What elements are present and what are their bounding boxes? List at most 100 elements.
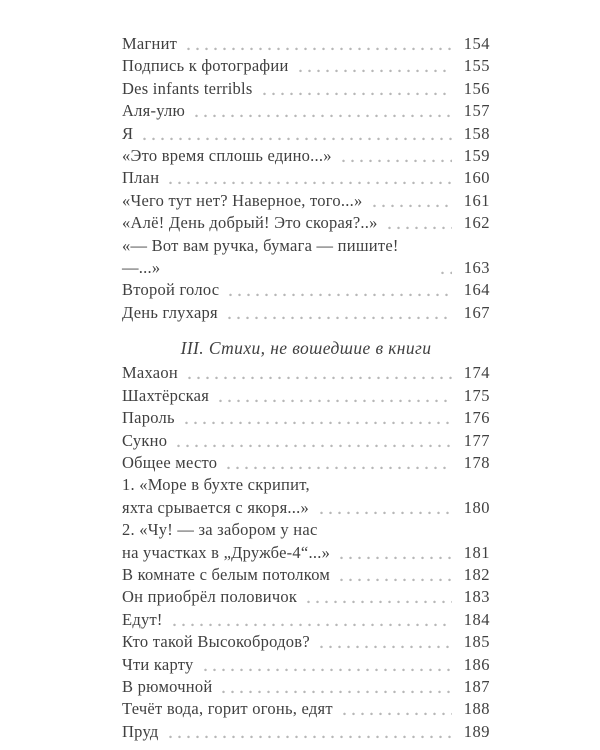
toc-entry-line: Сукно — [122, 430, 168, 450]
toc-entry: Сукно 177 — [122, 429, 490, 452]
dotted-leader — [169, 608, 452, 632]
dotted-leader — [339, 698, 452, 721]
dotted-leader — [165, 720, 452, 744]
toc-entry-line: Кто такой Высокобродов? — [122, 632, 310, 652]
toc-entry-page: 182 — [463, 564, 490, 584]
dotted-leader — [224, 451, 452, 475]
dotted-leader — [295, 55, 452, 78]
dotted-leader — [316, 496, 452, 520]
toc-entry-page: 161 — [463, 190, 490, 210]
toc-entry-title: Des infants terribls — [122, 78, 253, 100]
toc-entry-page: 157 — [463, 101, 490, 121]
toc-entry-title: В рюмочной — [122, 676, 212, 698]
toc-entry: Он приобрёл половичок 183 — [122, 586, 490, 609]
toc-entry-line: Он приобрёл половичок — [122, 587, 298, 607]
toc-entry-line: План — [122, 168, 160, 188]
dotted-leader — [224, 301, 452, 325]
toc-entry-line: на участках в „Дружбе-4“...» — [122, 542, 331, 562]
toc-entry-title: Второй голос — [122, 279, 219, 301]
toc-entry-page: 162 — [463, 213, 490, 233]
toc-entry: 1. «Море в бухте скрипит, яхта срывается … — [122, 474, 490, 520]
toc-entry: Общее место 178 — [122, 451, 490, 475]
toc-entry-page: 163 — [463, 258, 490, 278]
toc-entry-line: День глухаря — [122, 302, 218, 322]
toc-entry-page: 159 — [463, 146, 490, 166]
toc-entry-page: 184 — [463, 609, 490, 629]
toc-entry-page: 155 — [463, 56, 490, 76]
toc-entry-title: Аля-улю — [122, 100, 185, 122]
toc-entry-page: 160 — [463, 168, 490, 188]
toc-entry-line: Пароль — [122, 408, 175, 428]
toc-entry-page: 174 — [463, 363, 490, 383]
dotted-leader — [338, 145, 452, 168]
toc-entry: Едут! 184 — [122, 608, 490, 632]
dotted-leader — [384, 212, 452, 235]
toc-list: Магнит 154 Подпись к фотографии 155 Des infa… — [122, 33, 490, 744]
toc-entry-line: В комнате с белым потолком — [122, 564, 331, 584]
toc-entry: Махаон 174 — [122, 362, 490, 385]
toc-entry: Второй голос 164 — [122, 279, 490, 302]
toc-entry-title: «Это время сплошь едино...» — [122, 145, 332, 167]
toc-entry-page: 188 — [463, 699, 490, 719]
toc-entry-title: Магнит — [122, 33, 177, 55]
dotted-leader — [174, 429, 452, 452]
toc-entry: День глухаря 167 — [122, 301, 490, 325]
toc-entry-line: Я — [122, 123, 134, 143]
toc-entry-line: яхта срывается с якоря...» — [122, 497, 310, 517]
toc-entry-line: Подпись к фотографии — [122, 56, 289, 76]
toc-entry: В рюмочной 187 — [122, 675, 490, 699]
toc-entry-page: 187 — [463, 676, 490, 696]
dotted-leader — [337, 541, 452, 564]
toc-entry: Аля-улю 157 — [122, 100, 490, 123]
toc-entry-line: Второй голос — [122, 280, 220, 300]
toc-entry: Шахтёрская 175 — [122, 384, 490, 408]
dotted-leader — [166, 167, 452, 190]
toc-entry: Чти карту 186 — [122, 653, 490, 676]
dotted-leader — [181, 407, 452, 430]
toc-entry-page: 181 — [463, 542, 490, 562]
toc-entry-page: 183 — [463, 587, 490, 607]
toc-entry: В комнате с белым потолком 182 — [122, 563, 490, 587]
dotted-leader — [369, 189, 452, 213]
toc-entry-title: Махаон — [122, 362, 178, 384]
toc-entry-line: Течёт вода, горит огонь, едят — [122, 699, 333, 719]
toc-entry: Течёт вода, горит огонь, едят 188 — [122, 698, 490, 721]
toc-entry-title: «Алё! День добрый! Это скорая?..» — [122, 212, 378, 234]
toc-entry-page: 175 — [463, 385, 490, 405]
dotted-leader — [337, 563, 452, 587]
toc-entry-line: Махаон — [122, 363, 178, 383]
dotted-leader — [316, 631, 452, 654]
toc-entry: Магнит 154 — [122, 33, 490, 56]
dotted-leader — [226, 279, 452, 302]
dotted-leader — [219, 675, 452, 699]
toc-entry-page: 178 — [463, 452, 490, 472]
toc-entry: Я 158 — [122, 122, 490, 146]
dotted-leader — [216, 384, 452, 408]
toc-entry-page: 154 — [463, 34, 490, 53]
toc-entry-page: 156 — [463, 78, 490, 98]
toc-entry-page: 176 — [463, 408, 490, 428]
toc-entry: Подпись к фотографии 155 — [122, 55, 490, 78]
toc-entry-title: План — [122, 167, 159, 189]
toc-entry-page: 164 — [463, 280, 490, 300]
toc-entry-title: «Чего тут нет? Наверное, того...» — [122, 190, 363, 212]
toc-entry-title: 2. «Чу! — за забором у нас на участках в … — [122, 519, 330, 564]
toc-entry-page: 185 — [463, 632, 490, 652]
dotted-leader — [192, 100, 452, 123]
toc-entry-line: Едут! — [122, 609, 163, 629]
dotted-leader — [200, 653, 452, 676]
toc-entry-line: «Чего тут нет? Наверное, того...» — [122, 190, 363, 210]
toc-entry: «Чего тут нет? Наверное, того...» 161 — [122, 189, 490, 213]
toc-entry-title: «— Вот вам ручка, бумага — пишите! —...» — [122, 235, 431, 280]
toc-entry-line: Шахтёрская — [122, 385, 210, 405]
toc-entry: Пароль 176 — [122, 407, 490, 430]
toc-entry: План 160 — [122, 167, 490, 190]
toc-entry: 2. «Чу! — за забором у нас на участках в … — [122, 519, 490, 564]
toc-entry: Пруд 189 — [122, 720, 490, 744]
toc-entry-line: В рюмочной — [122, 676, 213, 696]
toc-entry-line: «— Вот вам ручка, бумага — пишите! —...» — [122, 235, 399, 278]
toc-entry-line: «Алё! День добрый! Это скорая?..» — [122, 213, 378, 233]
toc-entry: Des infants terribls 156 — [122, 77, 490, 101]
toc-entry-title: Чти карту — [122, 654, 194, 676]
toc-entry-title: Общее место — [122, 452, 217, 474]
